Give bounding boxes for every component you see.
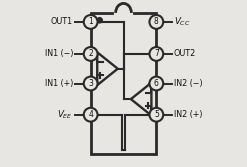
Circle shape [84, 108, 98, 122]
Circle shape [149, 47, 163, 61]
Text: 1: 1 [88, 17, 93, 26]
Circle shape [84, 77, 98, 90]
Circle shape [149, 77, 163, 90]
Text: IN1 (−): IN1 (−) [45, 49, 73, 58]
Text: 4: 4 [88, 110, 93, 119]
Text: IN2 (−): IN2 (−) [174, 79, 203, 88]
Text: 6: 6 [154, 79, 159, 88]
Circle shape [84, 47, 98, 61]
Circle shape [149, 108, 163, 122]
Text: IN1 (+): IN1 (+) [45, 79, 73, 88]
Text: $V_{CC}$: $V_{CC}$ [174, 16, 190, 28]
Text: 7: 7 [154, 49, 159, 58]
Circle shape [97, 18, 102, 23]
Circle shape [149, 15, 163, 29]
Text: 5: 5 [154, 110, 159, 119]
Text: $V_{EE}$: $V_{EE}$ [57, 108, 73, 121]
Text: 8: 8 [154, 17, 159, 26]
Circle shape [84, 15, 98, 29]
Bar [91, 13, 156, 154]
Text: OUT2: OUT2 [174, 49, 196, 58]
Text: IN2 (+): IN2 (+) [174, 110, 202, 119]
Text: OUT1: OUT1 [51, 17, 73, 26]
Text: 2: 2 [88, 49, 93, 58]
Text: 3: 3 [88, 79, 93, 88]
